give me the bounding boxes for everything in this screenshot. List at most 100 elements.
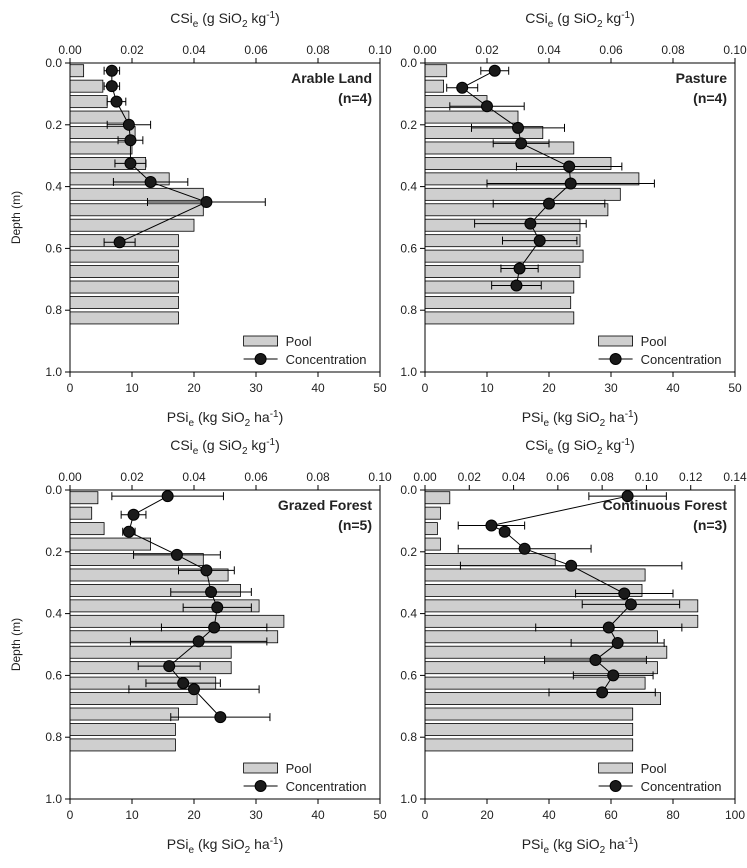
panel-title: Grazed Forest xyxy=(278,497,372,513)
plot-frame xyxy=(69,62,381,373)
top-tick-label: 0.06 xyxy=(244,43,268,57)
bottom-tick-label: 50 xyxy=(373,381,387,395)
bottom-axis-title-label-sub: e xyxy=(189,845,195,856)
legend-pool-swatch xyxy=(243,335,279,347)
concentration-point-7 xyxy=(144,175,157,188)
y-tick-label: 1.0 xyxy=(400,792,417,806)
pool-bar-4 xyxy=(424,110,519,124)
top-axis-title: CSie (g SiO2 kg-1) xyxy=(525,437,635,457)
bottom-axis-title-label-rest: (kg SiO xyxy=(549,409,600,425)
pool-bar-12 xyxy=(69,661,232,675)
bottom-tick-label: 30 xyxy=(604,381,618,395)
bottom-axis-title: PSie (kg SiO2 ha-1) xyxy=(522,836,639,856)
pool-bar-8 xyxy=(69,599,260,613)
concentration-point-3 xyxy=(122,525,135,538)
legend-concentration-label: Concentration xyxy=(286,352,367,367)
bottom-axis-title-label-sub2: 2 xyxy=(245,845,251,856)
panel-1: 0.0 0.2 0.4 0.6 0.8 1.0 0 10 20 30 40 50 0.00 0.02 0.0… xyxy=(9,10,392,429)
top-axis-title-label-sub: e xyxy=(548,19,554,30)
concentration-point-4 xyxy=(170,548,183,561)
panel-4: 0.0 0.2 0.4 0.6 0.8 1.0 0 20 40 60 80 100 0.00 0.02 0.… xyxy=(400,437,747,856)
pool-bar-9 xyxy=(69,614,285,628)
bottom-axis-title-label-rest: (kg SiO xyxy=(194,836,245,852)
concentration-point-6 xyxy=(124,157,137,170)
concentration-point-6 xyxy=(205,585,218,598)
top-tick-label: 0.04 xyxy=(182,470,206,484)
pool-bar-3 xyxy=(69,95,108,109)
bottom-axis-title-label-tail: ha xyxy=(250,409,270,425)
legend-pool-label: Pool xyxy=(286,334,312,349)
pool-bar-17 xyxy=(69,738,176,752)
concentration-point-11 xyxy=(513,262,526,275)
top-axis-title-label-rest: (g SiO xyxy=(553,437,597,453)
top-tick-label: 0.06 xyxy=(599,43,623,57)
concentration-point-5 xyxy=(515,137,528,150)
y-tick-label: 0.2 xyxy=(400,545,417,559)
y-axis-title: Depth (m) xyxy=(9,191,23,244)
pool-bar-14 xyxy=(69,692,198,706)
bottom-axis-title-label-sub: e xyxy=(189,418,195,429)
pool-bar-15 xyxy=(424,707,634,721)
panel-subtitle: (n=5) xyxy=(338,517,372,533)
top-axis-title-label-rest: (g SiO xyxy=(198,10,242,26)
legend-concentration-marker xyxy=(254,780,267,792)
panel-2: 0.0 0.2 0.4 0.6 0.8 1.0 0 10 20 30 40 50 0.00 0.02 0.0… xyxy=(400,10,747,429)
concentration-point-8 xyxy=(602,621,615,634)
top-tick-label: 0.14 xyxy=(723,470,747,484)
top-axis-title: CSie (g SiO2 kg-1) xyxy=(170,10,280,30)
pool-bar-11 xyxy=(424,218,581,232)
bottom-tick-label: 0 xyxy=(422,381,429,395)
y-tick-label: 0.6 xyxy=(45,668,62,682)
pool-bar-8 xyxy=(424,599,699,613)
concentration-point-3 xyxy=(110,95,123,108)
bottom-axis-title-label-sub: e xyxy=(544,418,550,429)
bottom-axis-title-label-main: PSi xyxy=(522,836,544,852)
pool-bar-4 xyxy=(424,537,441,551)
legend-concentration-marker xyxy=(609,353,622,365)
legend-concentration-marker xyxy=(609,780,622,792)
top-axis-title-label-sub: e xyxy=(193,446,199,457)
bottom-tick-label: 30 xyxy=(249,381,263,395)
concentration-point-6 xyxy=(618,587,631,600)
top-axis-title-label-rest: (g SiO xyxy=(553,10,597,26)
top-tick-label: 0.12 xyxy=(679,470,703,484)
concentration-point-2 xyxy=(127,508,140,521)
bottom-axis-title-label-tail: ha xyxy=(605,409,625,425)
bottom-axis-title-label-sup: -1 xyxy=(270,409,279,420)
bottom-axis-title-label-main: PSi xyxy=(167,409,189,425)
panel-subtitle: (n=4) xyxy=(338,90,372,106)
top-tick-label: 0.02 xyxy=(475,43,499,57)
top-axis-title-label-main: CSi xyxy=(170,10,193,26)
concentration-point-2 xyxy=(105,80,118,93)
concentration-point-9 xyxy=(192,635,205,648)
bottom-tick-label: 20 xyxy=(187,808,201,822)
concentration-point-13 xyxy=(214,711,227,724)
top-tick-label: 0.06 xyxy=(244,470,268,484)
plot-frame xyxy=(424,489,736,800)
top-axis-title-label-tail: kg xyxy=(248,10,267,26)
y-tick-label: 0.0 xyxy=(45,483,62,497)
pool-bar-17 xyxy=(69,311,179,325)
concentration-line xyxy=(111,70,208,243)
legend-pool-swatch xyxy=(243,762,279,774)
concentration-point-5 xyxy=(200,564,213,577)
bottom-tick-label: 50 xyxy=(728,381,742,395)
concentration-point-2 xyxy=(485,519,498,532)
y-axis-title: Depth (m) xyxy=(9,618,23,671)
bottom-tick-label: 20 xyxy=(187,381,201,395)
top-tick-label: 0.06 xyxy=(546,470,570,484)
concentration-point-12 xyxy=(596,686,609,699)
concentration-point-1 xyxy=(161,490,174,503)
top-tick-label: 0.10 xyxy=(723,43,747,57)
concentration-point-7 xyxy=(624,598,637,611)
top-axis-title-label-end: ) xyxy=(275,10,280,26)
top-axis-title-label-main: CSi xyxy=(170,437,193,453)
concentration-point-10 xyxy=(533,234,546,247)
top-axis-title-label-end: ) xyxy=(275,437,280,453)
top-axis-title-label-sub: e xyxy=(193,19,199,30)
plot-frame xyxy=(69,489,381,800)
legend-concentration-label: Concentration xyxy=(641,352,722,367)
concentration-point-11 xyxy=(177,677,190,690)
bottom-tick-label: 20 xyxy=(480,808,494,822)
y-tick-label: 0.2 xyxy=(400,118,417,132)
